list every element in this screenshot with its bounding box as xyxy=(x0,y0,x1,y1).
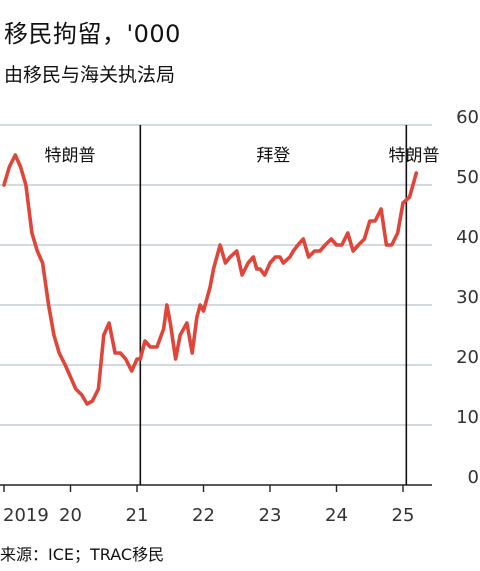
chart-title: 移民拘留，'000 xyxy=(4,20,181,48)
x-tick-label-2019: 2019 xyxy=(3,505,49,526)
chart-subtitle: 由移民与海关执法局 xyxy=(4,64,176,86)
y-tick-label-30: 30 xyxy=(456,287,479,308)
y-tick-label-20: 20 xyxy=(456,347,479,368)
period-label-1: 拜登 xyxy=(256,146,290,166)
period-label-2: 特朗普 xyxy=(389,146,440,166)
x-tick-label-22: 22 xyxy=(192,505,215,526)
y-tick-label-0: 0 xyxy=(468,467,479,488)
y-tick-label-10: 10 xyxy=(456,407,479,428)
y-tick-label-60: 60 xyxy=(456,107,479,128)
source-note: 来源：ICE；TRAC移民 xyxy=(0,545,165,564)
y-tick-label-50: 50 xyxy=(456,167,479,188)
x-tick-label-24: 24 xyxy=(325,505,348,526)
x-tick-label-21: 21 xyxy=(126,505,149,526)
x-tick-label-23: 23 xyxy=(259,505,282,526)
detention-series-line xyxy=(2,153,419,406)
y-tick-label-40: 40 xyxy=(456,227,479,248)
x-tick-label-20: 20 xyxy=(59,505,82,526)
period-label-0: 特朗普 xyxy=(45,146,96,166)
x-tick-label-25: 25 xyxy=(392,505,415,526)
